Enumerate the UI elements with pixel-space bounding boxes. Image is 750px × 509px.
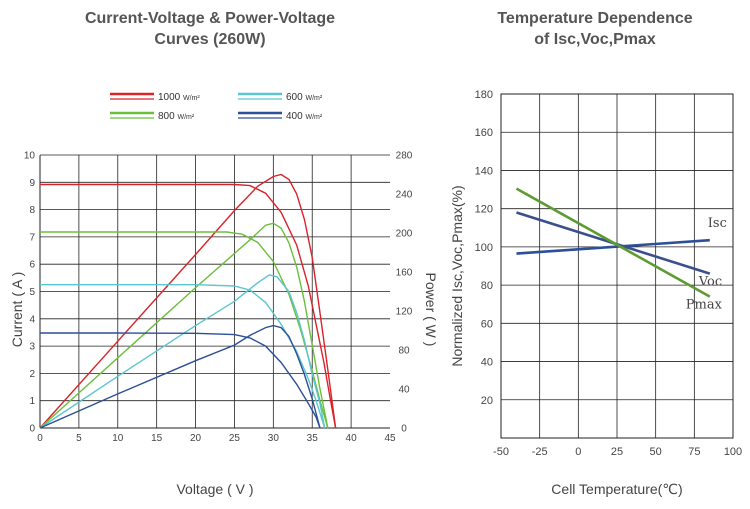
temp-xtick-label: 100 — [724, 446, 742, 458]
temp-xtick-label: 25 — [611, 446, 623, 458]
iv-curve-1000 — [40, 183, 337, 429]
iv-ytick-label: 1 — [29, 396, 35, 407]
iv-y2tick-label: 120 — [396, 307, 413, 318]
temp-ytick-label: 40 — [481, 357, 493, 369]
legend-value: 1000 — [158, 92, 183, 103]
temp-series-label-pmax: Pmax — [686, 298, 723, 313]
pv-curve-800 — [39, 222, 329, 429]
iv-y2tick-label: 280 — [396, 151, 413, 162]
temp-ytick-label: 140 — [475, 165, 493, 177]
temp-chart-title-line1: Temperature Dependence — [497, 10, 693, 27]
iv-y2axis-label: Power ( W ) — [423, 273, 439, 347]
iv-xtick-label: 10 — [112, 433, 124, 444]
iv-y2tick-label: 240 — [396, 190, 413, 201]
iv-ytick-label: 0 — [29, 424, 35, 435]
pv-curve-600 — [39, 274, 326, 429]
iv-y2tick-label: 0 — [401, 424, 407, 435]
temp-chart-title: Temperature Dependence of Isc,Voc,Pmax — [445, 8, 745, 50]
temp-yaxis-label: Normalized Isc,Voc,Pmax(%) — [449, 185, 465, 366]
pv-curve-1000 — [39, 173, 337, 429]
temp-ytick-label: 120 — [475, 204, 493, 216]
temp-ytick-label: 20 — [481, 395, 493, 407]
temp-ytick-label: 100 — [475, 242, 493, 254]
iv-ytick-label: 10 — [24, 151, 36, 162]
iv-xtick-label: 30 — [268, 433, 280, 444]
temp-xaxis-label: Cell Temperature(℃) — [551, 481, 682, 497]
temp-xtick-label: 75 — [688, 446, 700, 458]
iv-y2tick-label: 40 — [398, 385, 410, 396]
iv-ytick-label: 7 — [29, 232, 35, 243]
legend-unit: W/m² — [183, 95, 200, 102]
temp-ytick-label: 60 — [481, 318, 493, 330]
iv-xtick-label: 35 — [307, 433, 319, 444]
iv-xtick-label: 20 — [190, 433, 202, 444]
legend-unit: W/m² — [305, 95, 322, 102]
iv-chart-title: Current-Voltage & Power-Voltage Curves (… — [40, 8, 380, 50]
legend-unit: W/m² — [177, 114, 194, 121]
temp-ytick-label: 80 — [481, 280, 493, 292]
iv-xtick-label: 40 — [346, 433, 358, 444]
legend-unit: W/m² — [305, 114, 322, 121]
iv-curve-800 — [40, 231, 329, 429]
iv-xtick-label: 15 — [151, 433, 163, 444]
legend-label-1000: 1000 W/m² — [158, 92, 200, 103]
legend-value: 600 — [286, 92, 305, 103]
iv-xaxis-label: Voltage ( V ) — [176, 481, 253, 497]
temp-xtick-label: 50 — [650, 446, 662, 458]
iv-ytick-label: 3 — [29, 342, 35, 353]
iv-ytick-label: 2 — [29, 369, 35, 380]
iv-xtick-label: 45 — [384, 433, 396, 444]
temp-xtick-label: -25 — [532, 446, 548, 458]
iv-xtick-label: 5 — [76, 433, 82, 444]
pv-curve-400 — [39, 324, 321, 429]
temp-line-isc — [516, 238, 710, 255]
iv-y2tick-label: 160 — [396, 268, 413, 279]
iv-y2tick-label: 200 — [396, 229, 413, 240]
temp-chart-title-line2: of Isc,Voc,Pmax — [534, 31, 656, 48]
temp-series-label-voc: Voc — [698, 275, 722, 290]
iv-curve-600 — [40, 284, 326, 429]
legend-value: 400 — [286, 111, 305, 122]
legend-value: 800 — [158, 111, 177, 122]
iv-ytick-label: 5 — [29, 287, 35, 298]
temp-xtick-label: -50 — [493, 446, 509, 458]
iv-curve-400 — [40, 332, 321, 429]
iv-ytick-label: 9 — [29, 178, 35, 189]
iv-ytick-label: 6 — [29, 260, 35, 271]
legend-label-400: 400 W/m² — [286, 111, 323, 122]
iv-xtick-label: 25 — [229, 433, 241, 444]
iv-chart-title-line2: Curves (260W) — [154, 31, 266, 48]
iv-ytick-label: 4 — [29, 314, 35, 325]
legend-label-800: 800 W/m² — [158, 111, 195, 122]
temp-xtick-label: 0 — [575, 446, 581, 458]
temp-line-pmax — [515, 187, 711, 298]
temp-ytick-label: 160 — [475, 127, 493, 139]
iv-yaxis-label: Current ( A ) — [9, 272, 25, 347]
temp-series-label-isc: Isc — [708, 216, 727, 231]
iv-y2tick-label: 80 — [398, 346, 410, 357]
legend-label-600: 600 W/m² — [286, 92, 323, 103]
iv-chart-title-line1: Current-Voltage & Power-Voltage — [84, 10, 336, 27]
temp-ytick-label: 180 — [475, 89, 493, 101]
iv-ytick-label: 8 — [29, 205, 35, 216]
iv-xtick-label: 0 — [37, 433, 43, 444]
